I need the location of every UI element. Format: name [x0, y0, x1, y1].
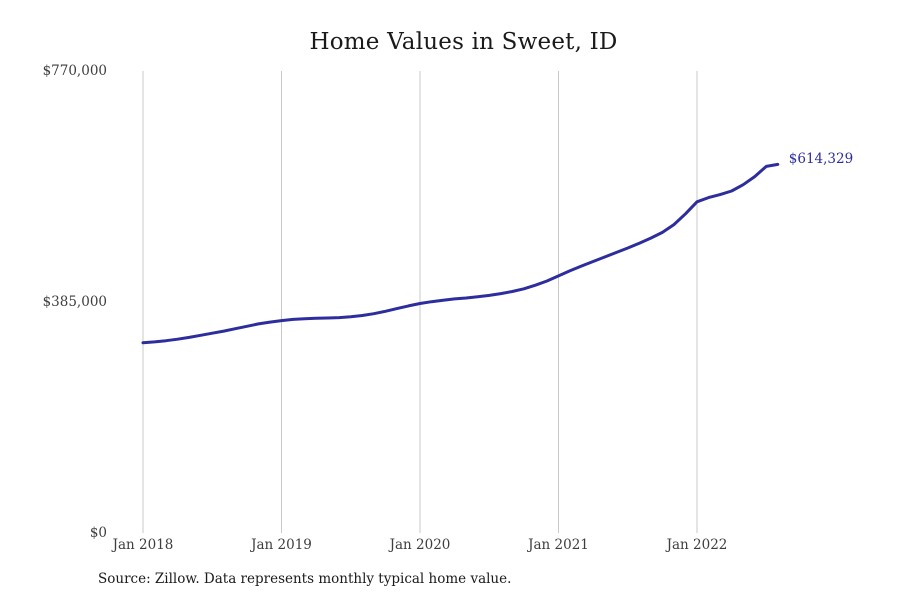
- source-note: Source: Zillow. Data represents monthly …: [98, 571, 512, 587]
- x-tick-label: Jan 2022: [666, 537, 728, 553]
- y-tick-label: $385,000: [42, 294, 107, 310]
- y-tick-label: $0: [89, 525, 107, 541]
- chart-title: Home Values in Sweet, ID: [309, 29, 618, 55]
- home-value-line: [141, 162, 780, 345]
- y-tick-label: $770,000: [42, 63, 107, 79]
- x-tick-label: Jan 2021: [528, 537, 589, 553]
- x-tick-label: Jan 2020: [389, 537, 451, 553]
- x-tick-label: Jan 2019: [251, 537, 312, 553]
- x-tick-label: Jan 2018: [112, 537, 174, 553]
- latest-value-label: $614,329: [788, 151, 854, 168]
